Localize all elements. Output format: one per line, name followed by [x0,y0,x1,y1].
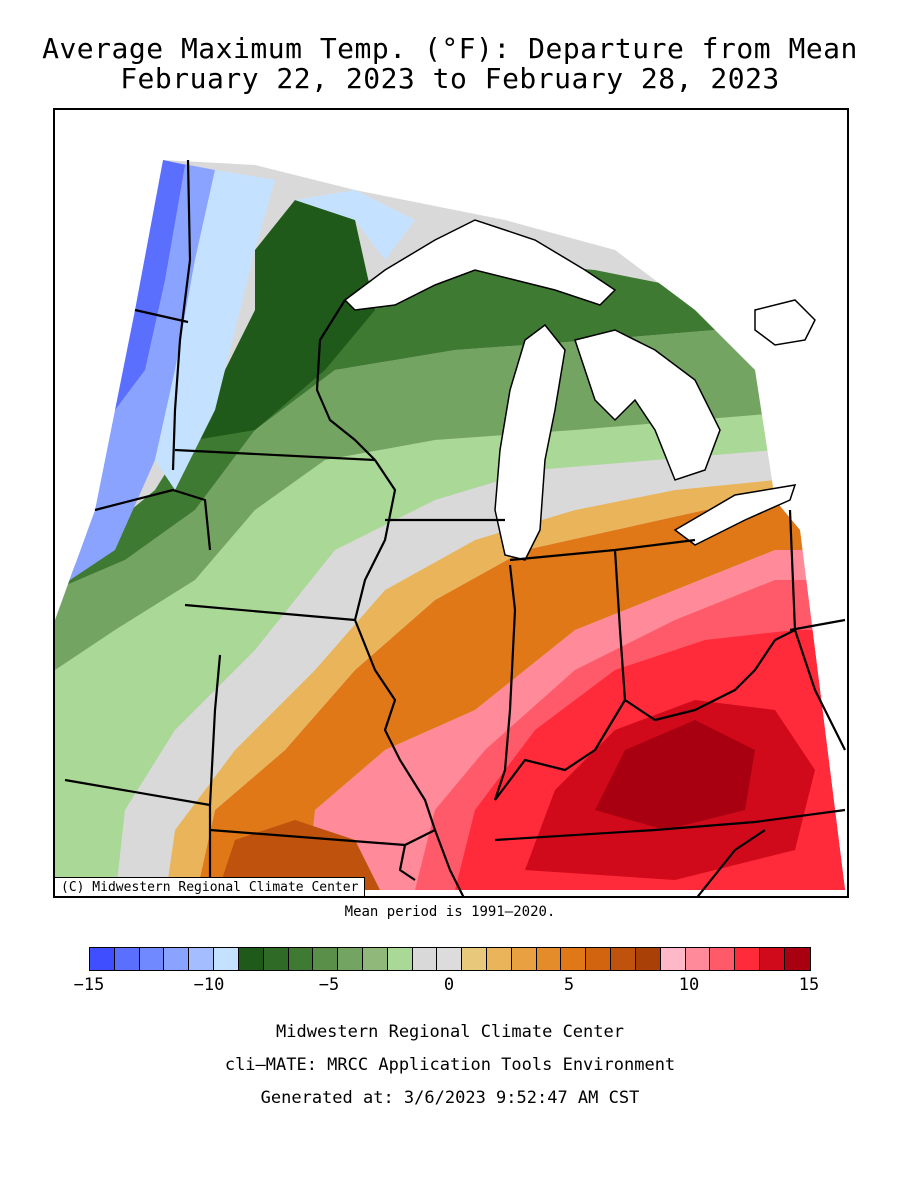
legend-tick-label: −10 [193,975,225,995]
copyright-credit: (C) Midwestern Regional Climate Center [55,877,366,896]
mean-period-note: Mean period is 1991–2020. [344,904,556,920]
legend-swatch [139,948,165,970]
footer-organization: Midwestern Regional Climate Center [276,1022,624,1042]
legend-swatch [561,948,587,970]
legend-tick-label: −5 [318,975,340,995]
legend-swatch [710,948,736,970]
color-scale-legend [89,947,811,971]
legend-tick-label: 10 [678,975,700,995]
legend-swatch [735,948,760,970]
footer-tool: cli–MATE: MRCC Application Tools Environ… [224,1055,676,1075]
map-date-range: February 22, 2023 to February 28, 2023 [120,62,780,95]
great-lakes [343,219,816,561]
legend-swatch [412,948,438,970]
legend-swatch [511,948,537,970]
legend-tick-label: 5 [563,975,575,995]
legend-swatch [487,948,512,970]
map-panel: (C) Midwestern Regional Climate Center [53,108,849,898]
legend-swatch [660,948,686,970]
legend-swatch [164,948,190,970]
legend-swatch [784,948,810,970]
legend-tick-label: 15 [798,975,820,995]
legend-swatch [263,948,289,970]
legend-swatch [685,948,711,970]
legend-swatch [214,948,239,970]
legend-swatch [635,948,661,970]
legend-swatch [189,948,215,970]
legend-swatch [313,948,339,970]
legend-swatch [586,948,612,970]
legend-swatch [437,948,463,970]
legend-tick-label: 0 [443,975,455,995]
legend-swatch [338,948,363,970]
legend-swatch [462,948,487,970]
legend-swatch [759,948,785,970]
legend-swatch [611,948,636,970]
legend-swatch [536,948,562,970]
legend-swatch [288,948,314,970]
temperature-departure-map [55,159,846,896]
legend-swatch [362,948,388,970]
legend-tick-label: −15 [73,975,105,995]
map-title: Average Maximum Temp. (°F): Departure fr… [42,32,858,65]
legend-swatch [114,948,140,970]
legend-swatch [387,948,413,970]
state-borders [64,159,846,896]
legend-swatch [90,948,115,970]
legend-swatch [238,948,264,970]
footer-generated: Generated at: 3/6/2023 9:52:47 AM CST [260,1088,640,1108]
